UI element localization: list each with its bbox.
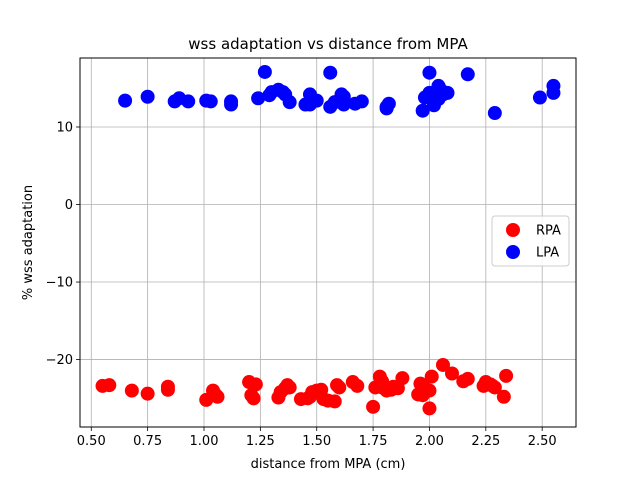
y-axis-label: % wss adaptation xyxy=(21,185,36,300)
rpa-point xyxy=(422,383,437,398)
legend-marker-lpa xyxy=(506,245,520,259)
rpa-point xyxy=(496,389,511,404)
lpa-point xyxy=(282,95,297,110)
series-lpa xyxy=(118,64,561,121)
rpa-point xyxy=(487,380,502,395)
lpa-point xyxy=(140,89,155,104)
lpa-point xyxy=(487,106,502,121)
lpa-point xyxy=(181,94,196,109)
lpa-point xyxy=(224,94,239,109)
series-rpa xyxy=(95,357,514,416)
lpa-point xyxy=(422,65,437,80)
rpa-point xyxy=(327,394,342,409)
x-tick-label: 1.75 xyxy=(359,434,388,449)
rpa-point xyxy=(445,366,459,381)
plot-frame xyxy=(79,57,577,428)
rpa-point xyxy=(366,399,381,414)
rpa-point xyxy=(460,371,475,386)
x-axis-label: distance from MPA (cm) xyxy=(251,457,406,472)
y-tick-label: 10 xyxy=(56,120,73,135)
legend-label-rpa: RPA xyxy=(536,224,561,239)
y-tick-label: −20 xyxy=(46,353,73,368)
rpa-point xyxy=(435,357,450,372)
lpa-point xyxy=(203,94,218,109)
chart-title: wss adaptation vs distance from MPA xyxy=(188,35,468,53)
x-tick-label: 1.50 xyxy=(302,434,331,449)
lpa-point xyxy=(415,103,430,118)
rpa-point xyxy=(282,380,297,395)
lpa-point xyxy=(381,96,396,111)
legend: RPA LPA xyxy=(491,215,570,267)
legend-label-lpa: LPA xyxy=(536,246,559,261)
rpa-point xyxy=(499,368,514,383)
rpa-point xyxy=(332,380,347,395)
lpa-point xyxy=(336,97,351,112)
rpa-point xyxy=(210,389,225,404)
rpa-point xyxy=(395,371,410,386)
rpa-point xyxy=(422,401,437,416)
rpa-point xyxy=(248,377,263,392)
x-tick-label: 1.25 xyxy=(246,434,275,449)
data-points xyxy=(95,64,561,416)
lpa-point xyxy=(354,94,369,109)
lpa-point xyxy=(460,67,475,82)
rpa-point xyxy=(102,378,117,393)
rpa-point xyxy=(350,378,365,393)
lpa-point xyxy=(118,93,133,108)
rpa-point xyxy=(246,391,261,406)
x-tick-label: 1.00 xyxy=(190,434,219,449)
rpa-point xyxy=(424,369,439,384)
lpa-point xyxy=(532,90,547,105)
x-tick-label: 2.50 xyxy=(528,434,557,449)
x-tick-label: 2.00 xyxy=(415,434,444,449)
rpa-point xyxy=(160,382,175,397)
lpa-point xyxy=(546,85,561,100)
lpa-point xyxy=(323,65,338,80)
lpa-point xyxy=(440,85,455,100)
axis-ticks: 0.50 0.75 1.00 1.25 1.50 1.75 2.00 2.25 2.50 10 0 −… xyxy=(46,120,557,449)
x-tick-label: 2.25 xyxy=(471,434,500,449)
rpa-point xyxy=(140,386,155,401)
lpa-point xyxy=(309,93,324,108)
x-tick-label: 0.50 xyxy=(77,434,106,449)
lpa-point xyxy=(251,91,266,106)
y-tick-label: −10 xyxy=(46,276,73,291)
legend-marker-rpa xyxy=(506,223,520,237)
y-tick-label: 0 xyxy=(65,198,73,213)
x-tick-label: 0.75 xyxy=(133,434,162,449)
rpa-point xyxy=(124,383,139,398)
lpa-point xyxy=(257,64,272,79)
grid xyxy=(80,58,576,427)
